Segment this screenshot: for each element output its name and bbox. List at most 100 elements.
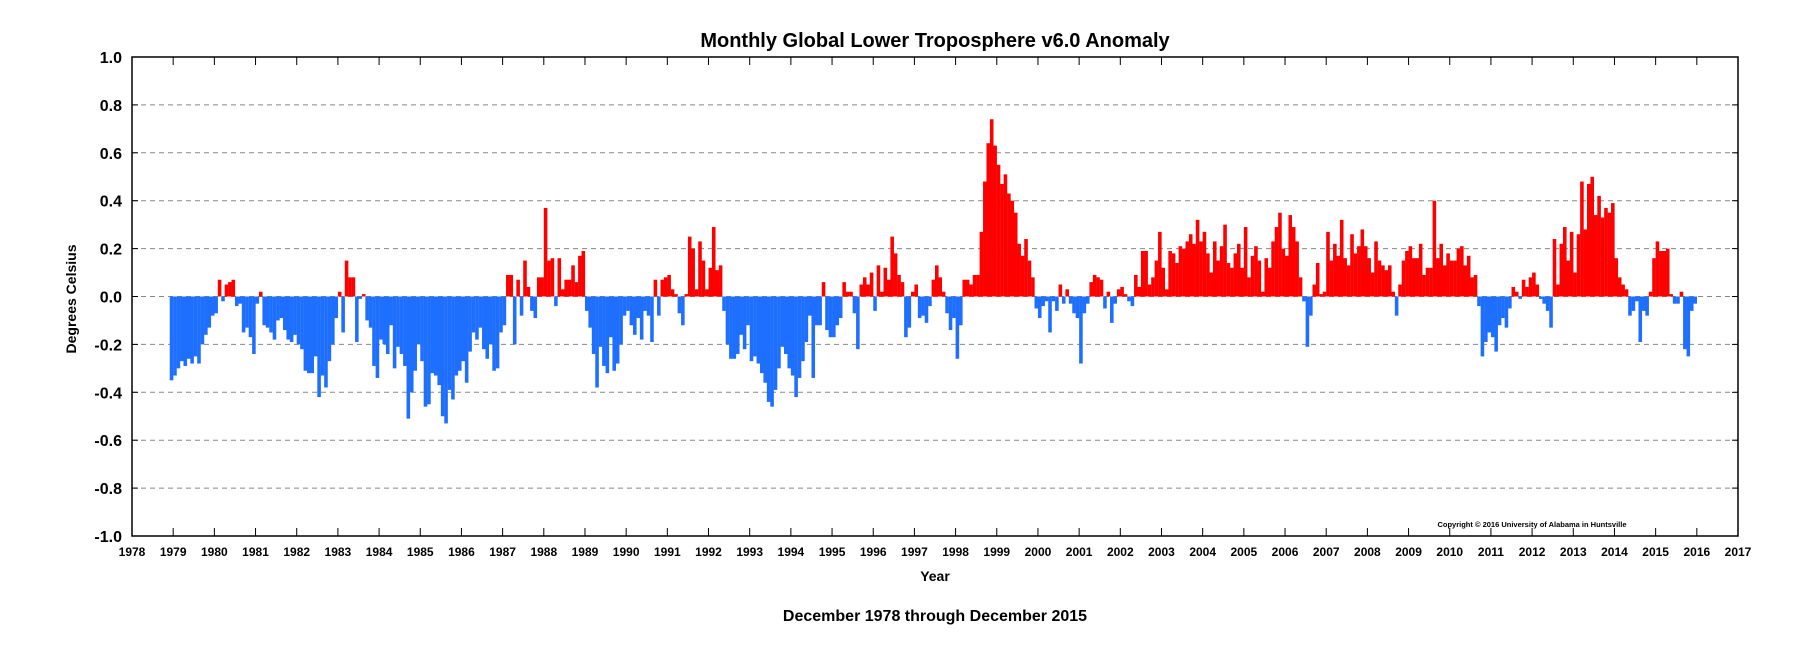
anomaly-bar: [1466, 255, 1471, 297]
anomaly-bar: [694, 289, 699, 297]
anomaly-bar: [519, 296, 524, 316]
anomaly-bar: [1027, 260, 1032, 297]
anomaly-bar: [560, 289, 565, 297]
anomaly-bar: [1415, 258, 1420, 297]
anomaly-bar: [1511, 286, 1516, 297]
anomaly-bar: [935, 265, 939, 297]
anomaly-bar: [1309, 296, 1313, 316]
anomaly-bar: [482, 296, 486, 350]
anomaly-bar: [729, 296, 733, 359]
anomaly-bar: [355, 296, 359, 343]
x-tick-label: 2013: [1560, 545, 1587, 559]
anomaly-bar: [447, 296, 452, 390]
anomaly-bar: [197, 296, 201, 364]
anomaly-bar: [1175, 262, 1179, 297]
anomaly-bar: [1092, 274, 1097, 297]
anomaly-bar: [801, 296, 805, 362]
anomaly-bar: [1672, 296, 1677, 304]
anomaly-bar: [1683, 296, 1687, 350]
anomaly-bar: [1470, 277, 1474, 297]
anomaly-bar: [228, 282, 232, 297]
anomaly-bar: [677, 296, 682, 314]
anomaly-bar: [550, 258, 555, 297]
anomaly-bar: [1219, 246, 1224, 297]
x-tick-label: 2008: [1354, 545, 1381, 559]
anomaly-bar: [1319, 294, 1323, 297]
anomaly-bar: [372, 296, 376, 366]
anomaly-bar: [416, 296, 421, 345]
anomaly-bar: [605, 296, 610, 374]
anomaly-bar: [619, 296, 623, 345]
anomaly-bar: [1000, 183, 1004, 297]
anomaly-bar: [1432, 200, 1437, 297]
anomaly-bar: [1031, 277, 1035, 297]
anomaly-bar: [612, 296, 617, 371]
anomaly-bar: [639, 296, 644, 340]
anomaly-bar: [584, 296, 589, 311]
anomaly-bar: [310, 296, 315, 374]
anomaly-bar: [1686, 296, 1691, 357]
anomaly-bar: [186, 296, 191, 359]
anomaly-bar: [1188, 234, 1193, 297]
anomaly-bar: [1429, 267, 1433, 297]
anomaly-bar: [1055, 296, 1059, 311]
anomaly-bar: [485, 296, 490, 359]
anomaly-bar: [1250, 255, 1255, 297]
anomaly-bar: [1144, 250, 1148, 297]
anomaly-bar: [691, 248, 695, 297]
anomaly-bar: [976, 274, 980, 297]
anomaly-bar: [766, 296, 771, 402]
anomaly-bar: [1669, 294, 1673, 297]
x-tick-label: 2005: [1230, 545, 1257, 559]
anomaly-bar: [705, 289, 709, 297]
anomaly-bar: [1223, 224, 1227, 297]
anomaly-bar: [756, 296, 761, 364]
anomaly-bar: [1271, 241, 1275, 297]
anomaly-bar: [602, 296, 606, 366]
anomaly-bar: [464, 296, 469, 383]
anomaly-bar: [866, 284, 870, 297]
anomaly-bar: [1463, 265, 1468, 297]
anomaly-bar: [1226, 262, 1231, 297]
anomaly-bar: [1261, 291, 1265, 297]
anomaly-bar: [204, 296, 208, 335]
anomaly-bar: [1034, 296, 1039, 309]
anomaly-bar: [1096, 277, 1100, 297]
anomaly-bar: [1164, 289, 1169, 297]
x-tick-label: 1985: [407, 545, 434, 559]
anomaly-bar: [289, 296, 294, 343]
anomaly-bar: [320, 296, 325, 376]
anomaly-bar: [1676, 296, 1680, 304]
anomaly-bar: [1473, 274, 1478, 297]
anomaly-bar: [499, 296, 503, 333]
x-tick-label: 1982: [283, 545, 310, 559]
x-tick-label: 2011: [1478, 545, 1504, 559]
x-tick-label: 1983: [325, 545, 352, 559]
anomaly-bar: [883, 267, 888, 297]
anomaly-bar: [869, 272, 874, 297]
anomaly-bar: [1195, 219, 1200, 297]
anomaly-bar: [413, 296, 417, 371]
anomaly-bar: [622, 296, 627, 316]
anomaly-bar: [893, 253, 898, 297]
anomaly-bar: [224, 284, 229, 297]
anomaly-bar: [1662, 250, 1667, 297]
anomaly-bar: [348, 277, 352, 297]
anomaly-bar: [461, 296, 466, 362]
anomaly-bar: [821, 282, 826, 297]
anomaly-bar: [1363, 246, 1368, 297]
anomaly-bar: [763, 296, 768, 383]
anomaly-bar: [739, 296, 743, 335]
anomaly-bar: [1405, 250, 1409, 297]
anomaly-bar: [286, 296, 291, 340]
anomaly-bar: [1044, 296, 1049, 302]
anomaly-bar: [1456, 248, 1461, 297]
x-tick-label: 2017: [1725, 545, 1752, 559]
anomaly-bar: [1230, 267, 1234, 297]
anomaly-bar: [1048, 296, 1052, 333]
y-tick-label: 0.2: [100, 242, 122, 259]
anomaly-bar: [777, 296, 781, 369]
y-tick-label: 1.0: [100, 50, 122, 67]
anomaly-bar: [533, 296, 538, 319]
x-tick-label: 1999: [983, 545, 1010, 559]
